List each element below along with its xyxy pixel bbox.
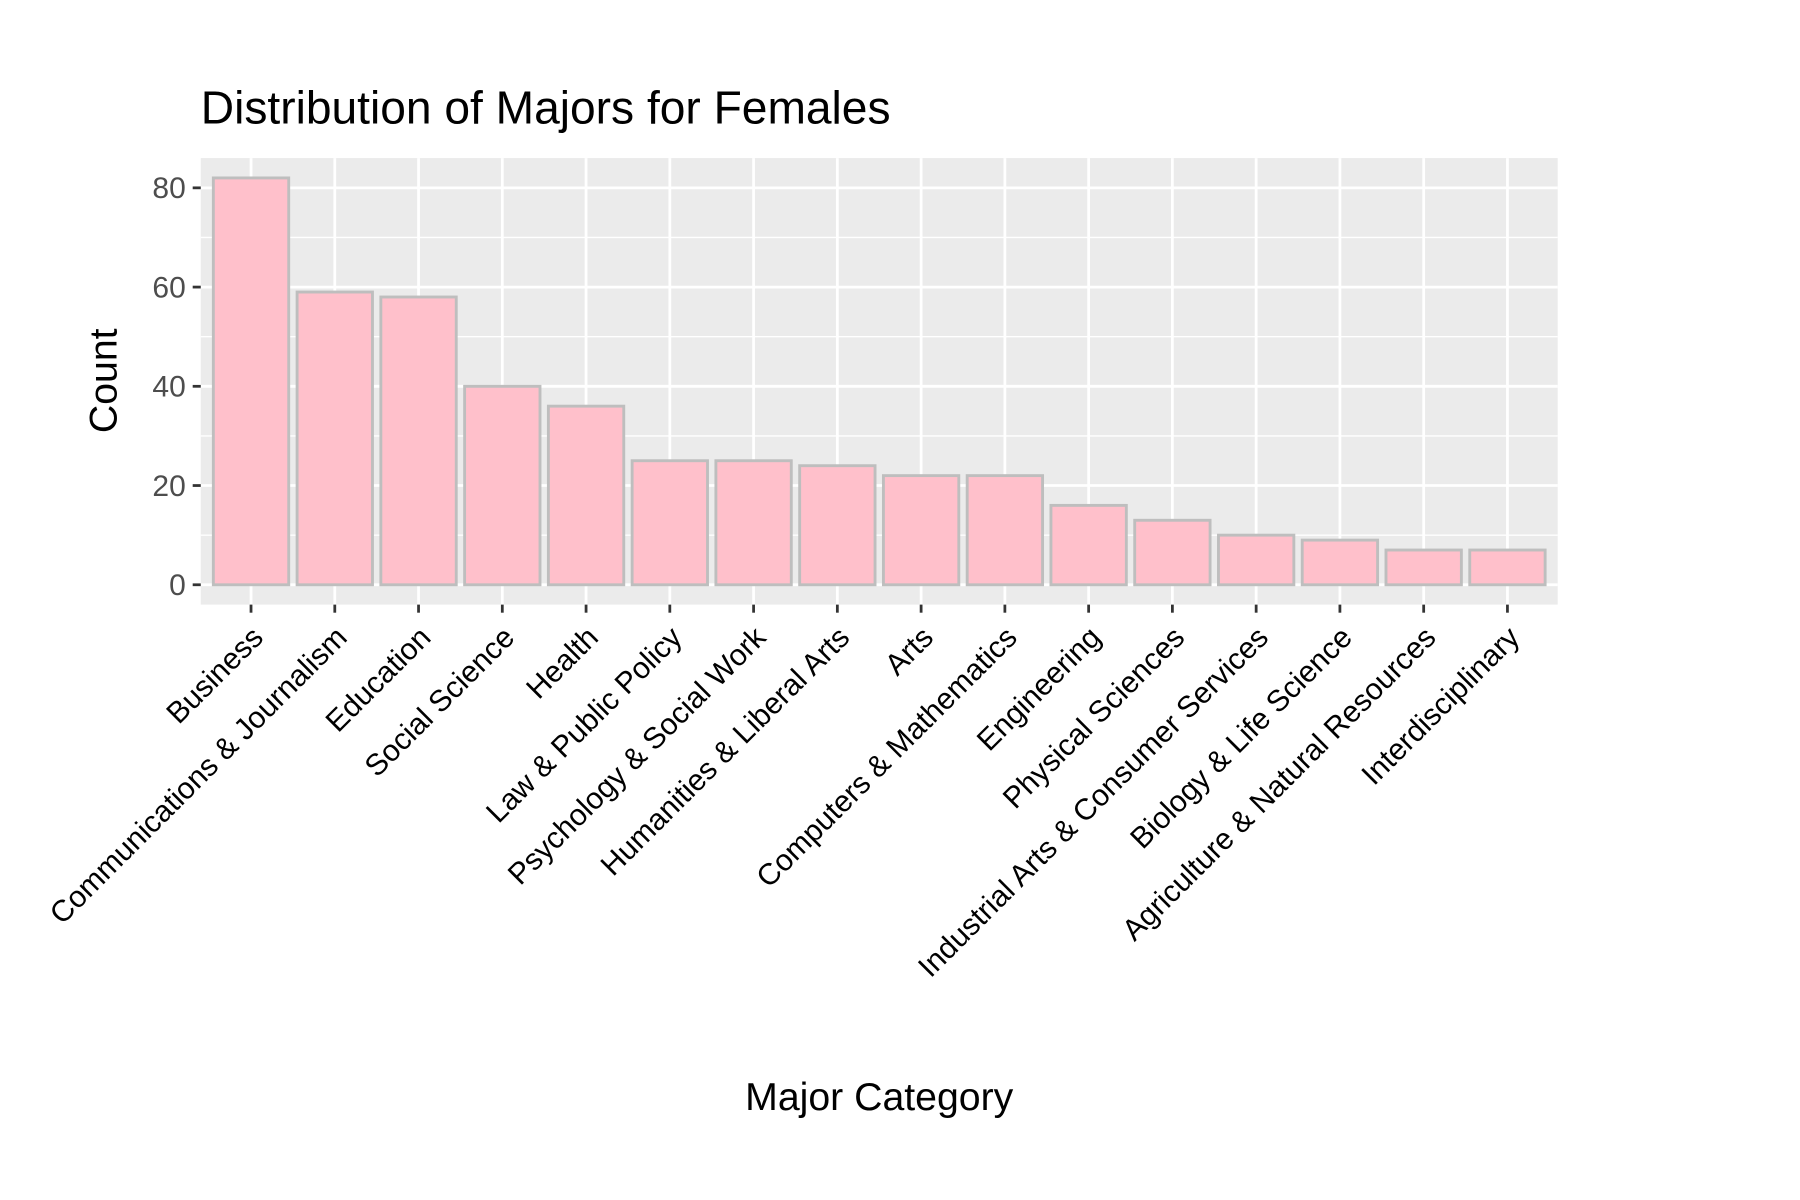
bar-arts	[881, 474, 961, 587]
bar-health	[546, 404, 626, 587]
y-axis: 0 20 40 60 80	[152, 172, 201, 602]
y-tick-label: 0	[169, 569, 186, 602]
x-tick-label: Arts	[879, 621, 940, 682]
x-tick-label: Social Science	[359, 621, 521, 783]
bar-industrial-arts-consumer-services	[1217, 533, 1296, 587]
bar-engineering	[1049, 503, 1128, 587]
bar-business	[211, 176, 291, 587]
bar-biology-life-science	[1300, 538, 1380, 587]
bar-communications-journalism	[295, 290, 374, 587]
bar-computers-mathematics	[965, 474, 1045, 587]
y-tick-label: 40	[152, 371, 185, 404]
bar-education	[379, 295, 458, 587]
y-tick-label: 60	[152, 271, 185, 304]
bar-social-science	[463, 384, 542, 587]
bar-physical-sciences	[1133, 518, 1212, 587]
bar-agriculture-natural-resources	[1384, 548, 1463, 587]
bars	[211, 176, 1547, 587]
bar-law-public-policy	[630, 459, 709, 587]
bar-interdisciplinary	[1468, 548, 1547, 587]
y-tick-label: 80	[152, 172, 185, 205]
x-tick-label: Interdisciplinary	[1356, 621, 1527, 792]
x-axis-title: Major Category	[745, 1075, 1013, 1119]
bar-psychology-social-work	[714, 459, 793, 587]
bar-humanities-liberal-arts	[798, 464, 877, 587]
y-axis-title: Count	[82, 328, 126, 433]
y-tick-label: 20	[152, 470, 185, 503]
chart-title: Distribution of Majors for Females	[201, 81, 891, 133]
